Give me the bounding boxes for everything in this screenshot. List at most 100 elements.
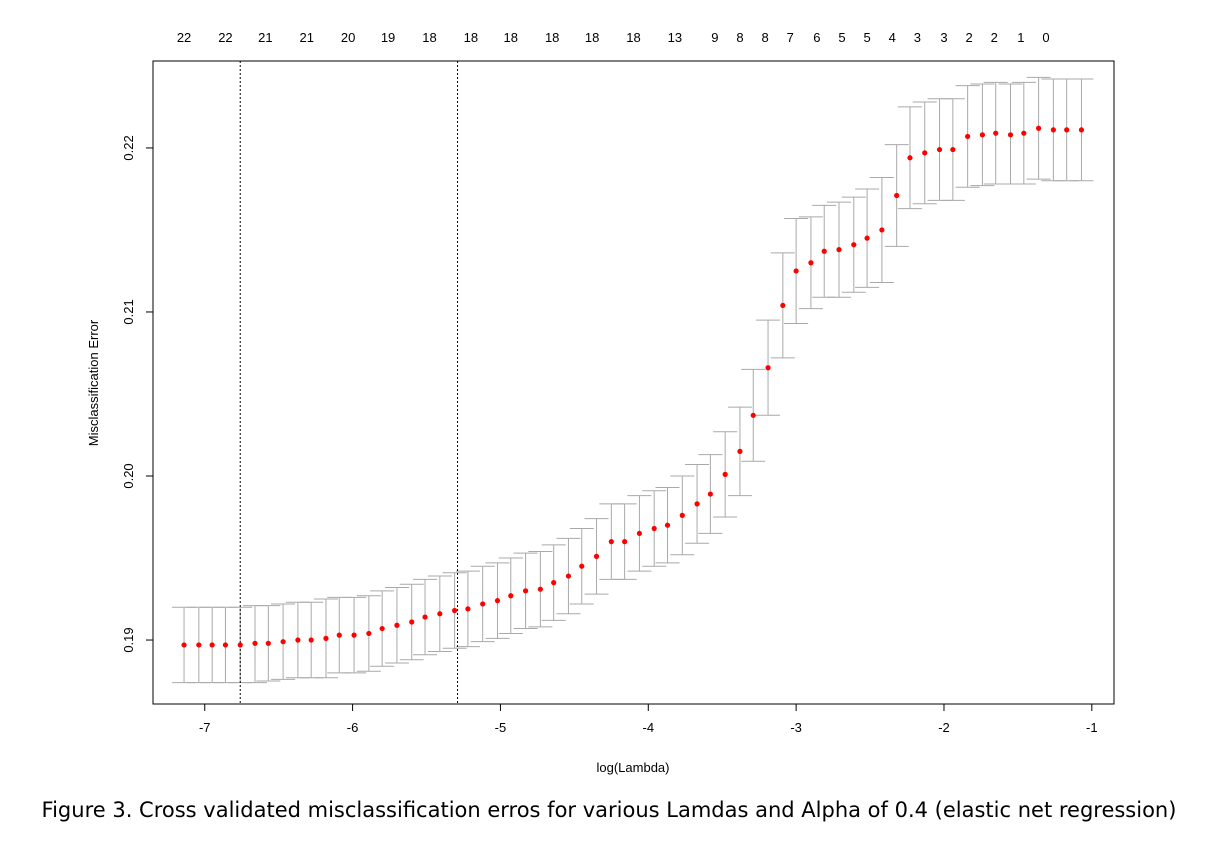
- data-point: [1050, 127, 1056, 133]
- x-tick-label: -5: [495, 720, 507, 735]
- x-tick-label: -1: [1086, 720, 1098, 735]
- data-point: [1007, 132, 1014, 138]
- data-point: [821, 248, 827, 254]
- y-axis-title: Misclassification Error: [86, 319, 101, 446]
- data-point: [651, 525, 657, 532]
- y-tick-label: 0.20: [121, 463, 136, 488]
- top-axis-label: 22: [177, 30, 191, 45]
- data-point: [323, 635, 329, 641]
- data-points: [181, 125, 1085, 648]
- top-axis-label: 5: [838, 30, 845, 45]
- top-axis-label: 22: [218, 30, 232, 45]
- x-tick-label: -2: [938, 720, 950, 735]
- data-point: [922, 150, 928, 156]
- data-point: [409, 619, 415, 625]
- top-axis-label: 6: [813, 30, 820, 45]
- data-point: [765, 365, 771, 371]
- data-point: [209, 642, 215, 648]
- data-point: [965, 133, 971, 140]
- top-axis-label: 21: [258, 30, 272, 45]
- top-axis-label: 8: [736, 30, 743, 45]
- y-tick-label: 0.22: [121, 135, 136, 160]
- data-point: [1021, 130, 1027, 136]
- x-tick-label: -4: [643, 720, 655, 735]
- data-point: [679, 512, 685, 518]
- data-point: [1064, 127, 1070, 133]
- data-point: [265, 640, 271, 646]
- data-point: [537, 586, 543, 592]
- top-axis-label: 2: [965, 30, 972, 45]
- data-point: [694, 501, 700, 507]
- data-point: [295, 637, 301, 643]
- top-axis-label: 18: [464, 30, 478, 45]
- data-point: [722, 471, 728, 477]
- data-point: [351, 632, 357, 638]
- data-point: [494, 598, 501, 604]
- top-axis-label: 18: [626, 30, 640, 45]
- cv-error-chart: 22 22 21 21 20 19 18 18 18 18 18 18 13 9 8 8 7 6 5 5 4 3 3 2 2 1 0…: [86, 30, 1115, 775]
- top-axis-label: 2: [991, 30, 998, 45]
- top-axis-label: 18: [545, 30, 559, 45]
- x-axis-title: log(Lambda): [597, 760, 670, 775]
- data-point: [336, 632, 342, 638]
- top-axis-label: 5: [863, 30, 870, 45]
- data-point: [864, 235, 870, 241]
- data-point: [480, 601, 486, 607]
- x-tick-label: -3: [790, 720, 802, 735]
- data-point: [379, 625, 385, 632]
- top-axis-nonzero-counts: 22 22 21 21 20 19 18 18 18 18 18 18 13 9 8 8 7 6 5 5 4 3 3 2 2 1 0: [177, 30, 1050, 45]
- data-point: [366, 630, 372, 637]
- data-point: [593, 553, 600, 559]
- data-point: [222, 642, 229, 648]
- plot-frame: [152, 60, 1115, 705]
- data-point: [780, 302, 786, 309]
- figure-caption: Figure 3. Cross validated misclassificat…: [41, 798, 1177, 822]
- top-axis-label: 18: [422, 30, 436, 45]
- data-point: [522, 588, 529, 594]
- top-axis-label: 4: [889, 30, 896, 45]
- data-point: [936, 146, 943, 153]
- data-point: [793, 268, 799, 274]
- data-point: [894, 192, 900, 199]
- top-axis-label: 18: [585, 30, 599, 45]
- x-tick-label: -6: [347, 720, 359, 735]
- data-point: [237, 642, 243, 648]
- top-axis-label: 21: [300, 30, 314, 45]
- data-point: [437, 611, 443, 617]
- data-point: [879, 227, 885, 233]
- data-point: [737, 448, 743, 454]
- data-point: [1035, 125, 1042, 131]
- top-axis-label: 3: [914, 30, 921, 45]
- data-point: [664, 522, 671, 528]
- data-point: [308, 637, 314, 643]
- data-point: [465, 606, 471, 612]
- data-point: [836, 247, 842, 253]
- top-axis-label: 3: [940, 30, 947, 45]
- data-point: [750, 412, 756, 418]
- y-tick-label: 0.19: [121, 627, 136, 652]
- data-point: [280, 639, 286, 645]
- error-bars: [172, 76, 1094, 684]
- data-point: [636, 530, 643, 537]
- top-axis-label: 8: [761, 30, 768, 45]
- data-point: [196, 642, 202, 648]
- data-point: [622, 539, 628, 545]
- data-point: [993, 130, 999, 136]
- data-point: [979, 132, 986, 138]
- data-point: [394, 622, 400, 628]
- y-tick-label: 0.21: [121, 299, 136, 324]
- data-point: [808, 260, 814, 266]
- data-point: [508, 593, 514, 599]
- data-point: [452, 607, 458, 614]
- data-point: [252, 640, 258, 646]
- data-point: [707, 491, 713, 497]
- top-axis-label: 0: [1042, 30, 1049, 45]
- data-point: [422, 614, 428, 620]
- data-point: [851, 242, 857, 248]
- top-axis-label: 9: [711, 30, 718, 45]
- data-point: [907, 155, 913, 161]
- data-point: [950, 146, 956, 153]
- top-axis-label: 20: [341, 30, 355, 45]
- top-axis-label: 1: [1017, 30, 1024, 45]
- data-point: [565, 573, 572, 579]
